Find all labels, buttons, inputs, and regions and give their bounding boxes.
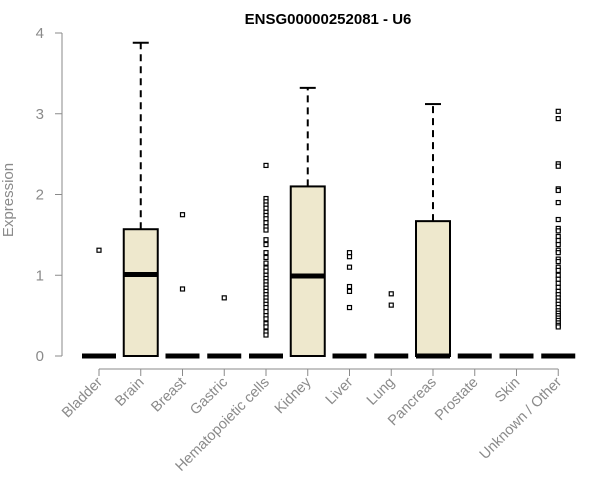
outlier-point: [346, 250, 353, 256]
outlier-point: [555, 241, 561, 248]
box-liver: [332, 250, 367, 359]
outlier-point: [346, 288, 353, 294]
outlier-point: [388, 302, 394, 308]
boxes-group: [82, 41, 576, 359]
outlier-point: [555, 163, 561, 169]
y-tick-label: 2: [36, 187, 44, 204]
outlier-point: [96, 247, 102, 253]
outlier-point: [221, 295, 227, 301]
y-tick-label: 1: [36, 267, 44, 284]
outlier-point: [263, 268, 269, 274]
y-axis: 0 1 2 3 4: [36, 25, 63, 365]
outlier-point: [555, 267, 561, 274]
box-brain: [122, 41, 159, 357]
outlier-point: [555, 115, 561, 122]
outlier-point: [388, 291, 394, 297]
outlier-point: [263, 205, 269, 211]
outlier-point: [263, 308, 269, 315]
x-tick-label-prostate: Prostate: [432, 375, 481, 424]
x-tick-label-kidney: Kidney: [272, 374, 315, 417]
x-tick-label-breast: Breast: [148, 375, 189, 416]
y-tick-label: 0: [36, 348, 44, 365]
outlier-point: [555, 276, 561, 282]
y-tick-label: 3: [36, 106, 44, 123]
outlier-point: [263, 216, 269, 222]
outlier-point: [555, 199, 561, 206]
outlier-point: [555, 187, 561, 194]
box-unknown-other: [541, 108, 576, 359]
outlier-point: [555, 280, 561, 286]
outlier-point: [555, 272, 561, 278]
outlier-point: [346, 283, 353, 290]
outlier-point: [263, 237, 269, 243]
box-body: [122, 228, 159, 357]
outlier-point: [555, 108, 561, 114]
x-tick-label-brain: Brain: [112, 375, 147, 410]
x-tick-label-skin: Skin: [492, 375, 523, 406]
box-kidney: [289, 86, 326, 357]
outlier-point: [263, 220, 269, 226]
outlier-point: [263, 250, 269, 256]
x-tick-label-liver: Liver: [323, 374, 357, 408]
box-gastric: [207, 295, 242, 359]
outlier-point: [555, 228, 561, 234]
outlier-point: [346, 264, 353, 270]
outlier-point: [179, 286, 186, 292]
box-body: [289, 185, 326, 357]
outlier-point: [555, 250, 561, 256]
outlier-point: [555, 284, 561, 290]
x-tick-label-lung: Lung: [364, 375, 398, 409]
outlier-point: [555, 216, 561, 223]
outlier-point: [555, 233, 561, 240]
outlier-point: [555, 237, 561, 244]
box-lung: [374, 291, 409, 359]
outlier-point: [555, 324, 561, 330]
box-breast: [165, 212, 200, 359]
outlier-point: [263, 254, 269, 261]
outlier-point: [263, 316, 269, 322]
outlier-point: [263, 162, 269, 169]
outlier-point: [263, 227, 269, 233]
outlier-point: [179, 212, 186, 218]
outlier-point: [263, 324, 269, 330]
y-axis-label: Expression: [0, 163, 17, 237]
box-pancreas: [415, 103, 451, 359]
outlier-point: [263, 260, 269, 266]
outlier-point: [346, 254, 353, 260]
box-hematopoietic-cells: [249, 162, 283, 359]
chart-title: ENSG00000252081 - U6: [245, 11, 412, 28]
outlier-point: [263, 241, 269, 248]
y-tick-label: 4: [36, 25, 44, 42]
x-tick-label-bladder: Bladder: [59, 374, 106, 421]
outlier-point: [263, 332, 269, 338]
outlier-point: [555, 258, 561, 265]
outlier-point: [263, 304, 269, 311]
outlier-point: [346, 304, 353, 311]
box-bladder: [82, 247, 116, 359]
box-body: [415, 220, 451, 357]
